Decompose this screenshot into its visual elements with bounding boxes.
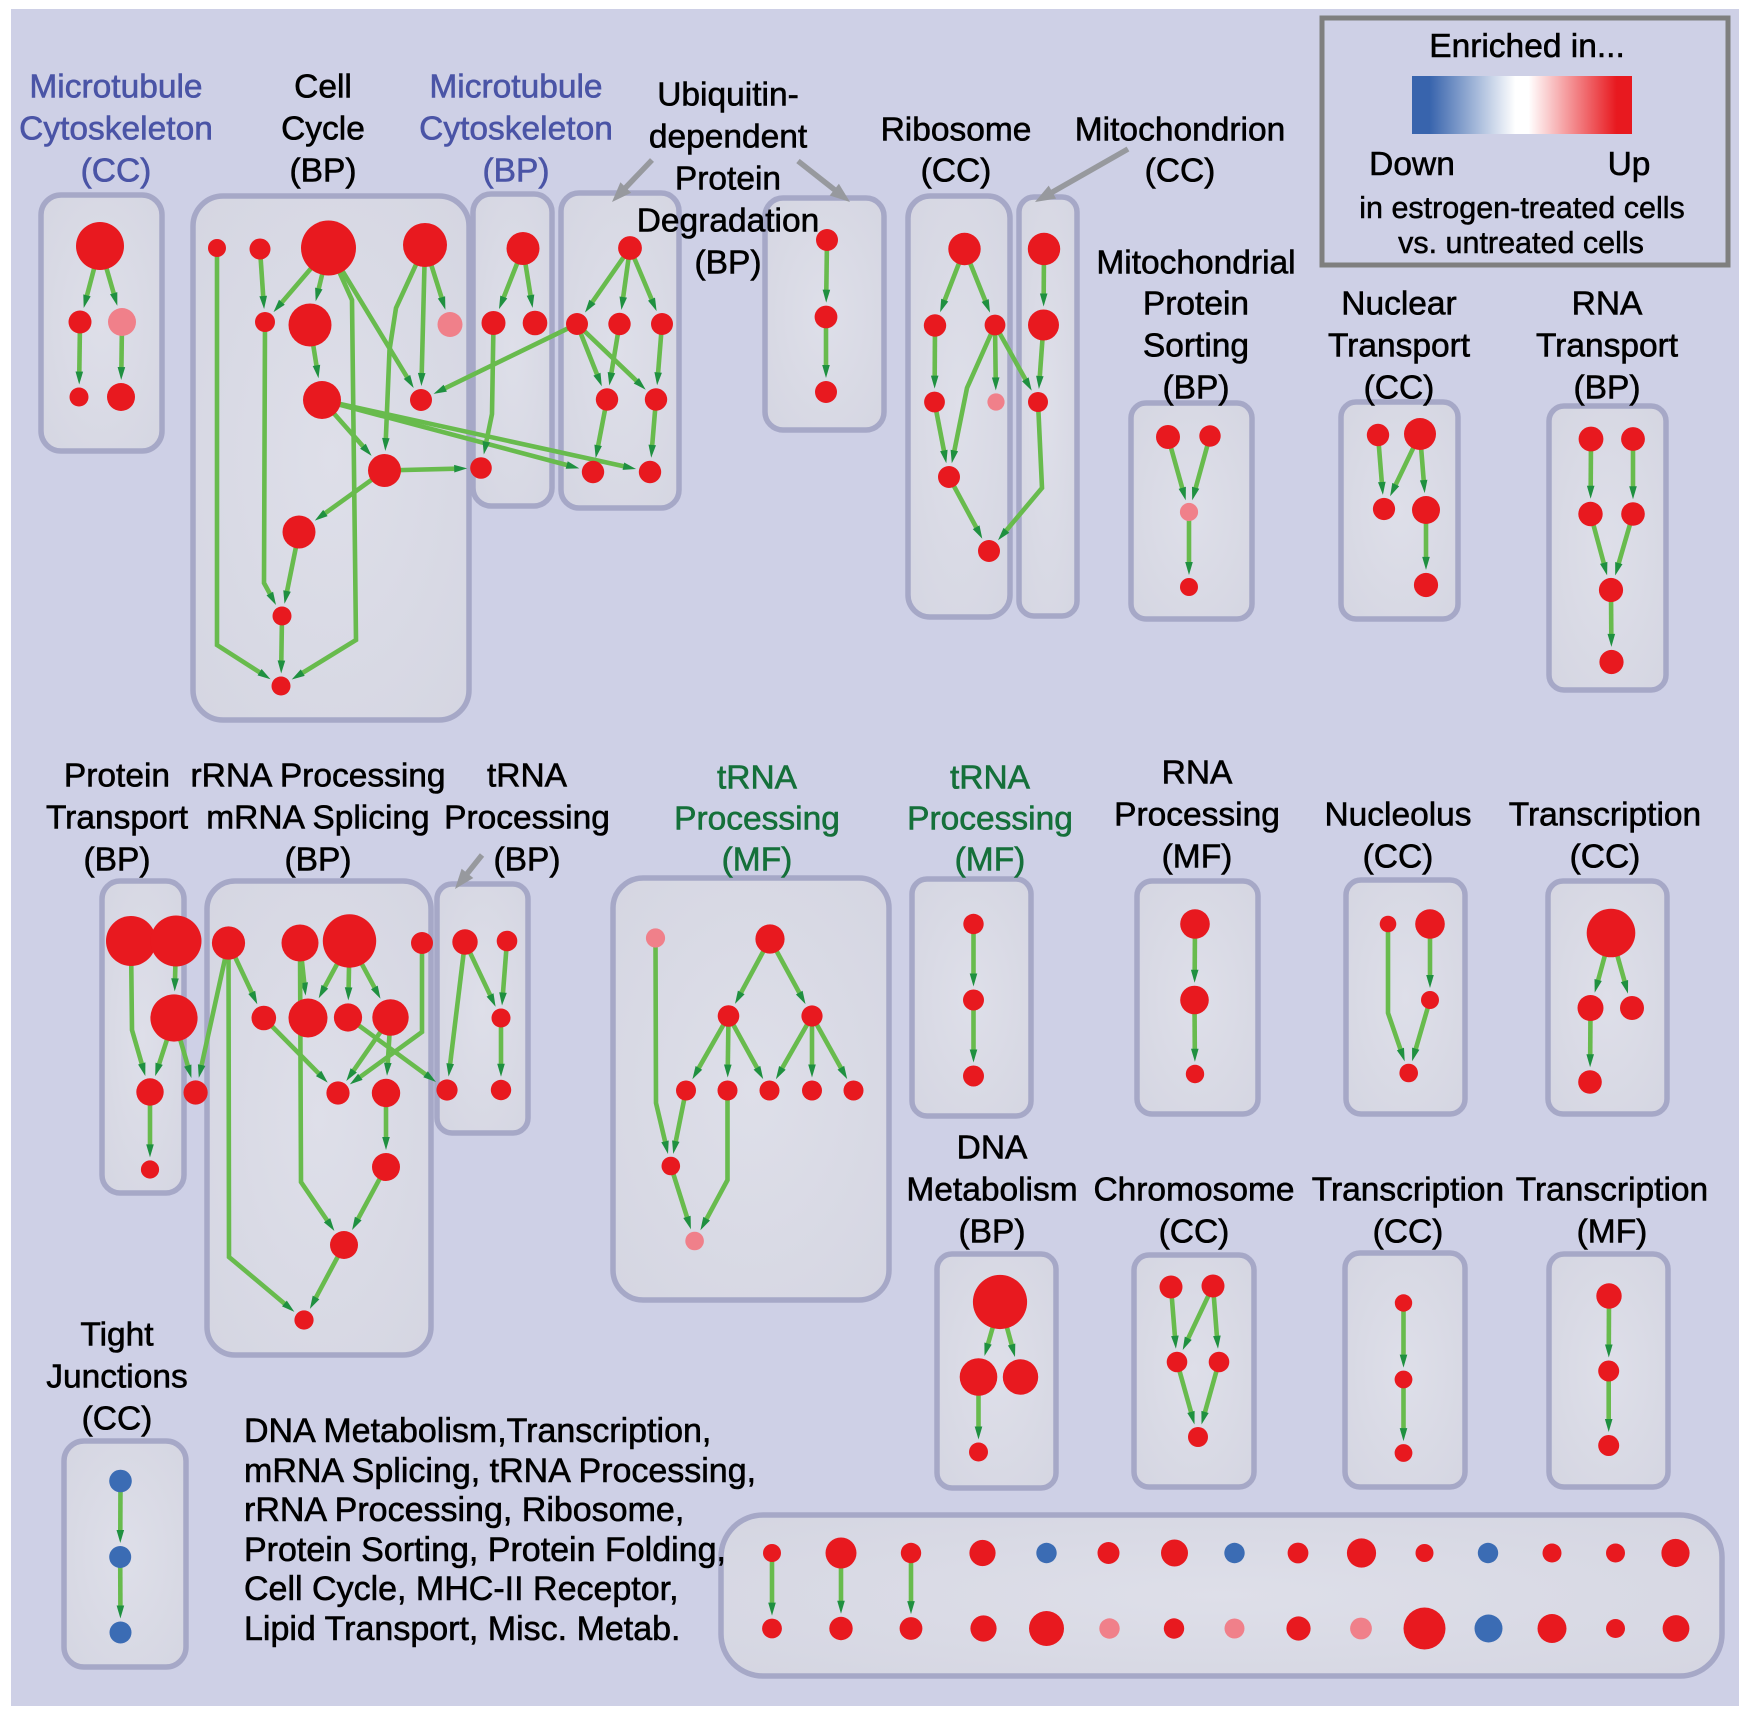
svg-text:Protein: Protein: [1143, 286, 1249, 323]
svg-text:Transport: Transport: [46, 800, 189, 837]
svg-text:(BP): (BP): [494, 842, 561, 879]
svg-text:Chromosome: Chromosome: [1093, 1172, 1294, 1209]
svg-text:DNA Metabolism,Transcription,: DNA Metabolism,Transcription,: [244, 1412, 711, 1450]
svg-text:tRNA: tRNA: [950, 760, 1031, 797]
svg-text:in estrogen-treated cells: in estrogen-treated cells: [1359, 191, 1685, 225]
svg-text:(CC): (CC): [1373, 1214, 1444, 1251]
svg-text:Ubiquitin-: Ubiquitin-: [657, 77, 799, 114]
svg-text:Cytoskeleton: Cytoskeleton: [19, 111, 213, 148]
svg-text:(BP): (BP): [483, 153, 550, 190]
svg-text:Processing: Processing: [444, 800, 610, 837]
svg-text:Transcription: Transcription: [1312, 1172, 1504, 1209]
svg-text:Transport: Transport: [1536, 328, 1679, 365]
svg-text:Junctions: Junctions: [46, 1359, 188, 1396]
svg-text:(MF): (MF): [955, 842, 1026, 879]
svg-text:Tight: Tight: [80, 1317, 154, 1354]
svg-text:Processing: Processing: [907, 801, 1073, 838]
svg-text:(BP): (BP): [695, 245, 762, 282]
svg-text:dependent: dependent: [649, 119, 808, 156]
svg-text:vs. untreated cells: vs. untreated cells: [1398, 226, 1644, 260]
svg-text:rRNA Processing: rRNA Processing: [190, 758, 445, 795]
svg-text:(CC): (CC): [81, 153, 152, 190]
svg-text:(CC): (CC): [921, 153, 992, 190]
svg-text:Up: Up: [1608, 146, 1651, 183]
svg-text:Microtubule: Microtubule: [429, 69, 602, 106]
svg-text:Protein: Protein: [675, 161, 781, 198]
svg-text:Protein: Protein: [64, 758, 170, 795]
svg-text:(BP): (BP): [1163, 370, 1230, 407]
svg-text:Nuclear: Nuclear: [1341, 286, 1456, 323]
svg-text:(CC): (CC): [1364, 370, 1435, 407]
svg-text:Lipid Transport, Misc. Metab.: Lipid Transport, Misc. Metab.: [244, 1610, 681, 1648]
svg-text:Protein Sorting, Protein Foldi: Protein Sorting, Protein Folding,: [244, 1531, 726, 1569]
svg-text:Transcription: Transcription: [1516, 1172, 1708, 1209]
svg-text:RNA: RNA: [1162, 755, 1233, 792]
svg-text:Enriched in...: Enriched in...: [1429, 28, 1625, 65]
svg-text:(CC): (CC): [1570, 839, 1641, 876]
svg-text:Sorting: Sorting: [1143, 328, 1249, 365]
svg-text:Transport: Transport: [1328, 328, 1471, 365]
svg-text:Metabolism: Metabolism: [906, 1172, 1077, 1209]
svg-text:Cycle: Cycle: [281, 111, 365, 148]
svg-text:Ribosome: Ribosome: [881, 112, 1032, 149]
svg-text:Processing: Processing: [674, 801, 840, 838]
svg-text:tRNA: tRNA: [487, 758, 568, 795]
svg-text:(BP): (BP): [959, 1214, 1026, 1251]
svg-text:Mitochondrial: Mitochondrial: [1096, 245, 1295, 282]
svg-text:(MF): (MF): [722, 842, 793, 879]
svg-text:mRNA Splicing, tRNA Processing: mRNA Splicing, tRNA Processing,: [244, 1452, 756, 1490]
svg-text:(MF): (MF): [1577, 1214, 1648, 1251]
svg-text:Mitochondrion: Mitochondrion: [1075, 112, 1285, 149]
svg-text:(MF): (MF): [1162, 839, 1233, 876]
svg-text:RNA: RNA: [1572, 286, 1643, 323]
svg-text:Cell Cycle, MHC-II Receptor,: Cell Cycle, MHC-II Receptor,: [244, 1570, 679, 1608]
svg-text:(CC): (CC): [1363, 839, 1434, 876]
svg-text:(CC): (CC): [82, 1401, 153, 1438]
svg-text:Degradation: Degradation: [637, 203, 820, 240]
svg-text:Microtubule: Microtubule: [29, 69, 202, 106]
svg-text:mRNA Splicing: mRNA Splicing: [206, 800, 429, 837]
svg-text:Cytoskeleton: Cytoskeleton: [419, 111, 613, 148]
svg-text:Processing: Processing: [1114, 797, 1280, 834]
svg-text:(BP): (BP): [285, 842, 352, 879]
svg-text:tRNA: tRNA: [717, 760, 798, 797]
svg-text:(CC): (CC): [1159, 1214, 1230, 1251]
svg-text:Cell: Cell: [294, 69, 352, 106]
svg-text:Down: Down: [1369, 146, 1455, 183]
svg-text:DNA: DNA: [957, 1130, 1028, 1167]
svg-text:Nucleolus: Nucleolus: [1324, 797, 1471, 834]
svg-text:Transcription: Transcription: [1509, 797, 1701, 834]
svg-text:(BP): (BP): [84, 842, 151, 879]
svg-text:rRNA Processing, Ribosome,: rRNA Processing, Ribosome,: [244, 1491, 684, 1529]
svg-text:(BP): (BP): [1574, 370, 1641, 407]
svg-text:(BP): (BP): [290, 153, 357, 190]
svg-text:(CC): (CC): [1145, 153, 1216, 190]
